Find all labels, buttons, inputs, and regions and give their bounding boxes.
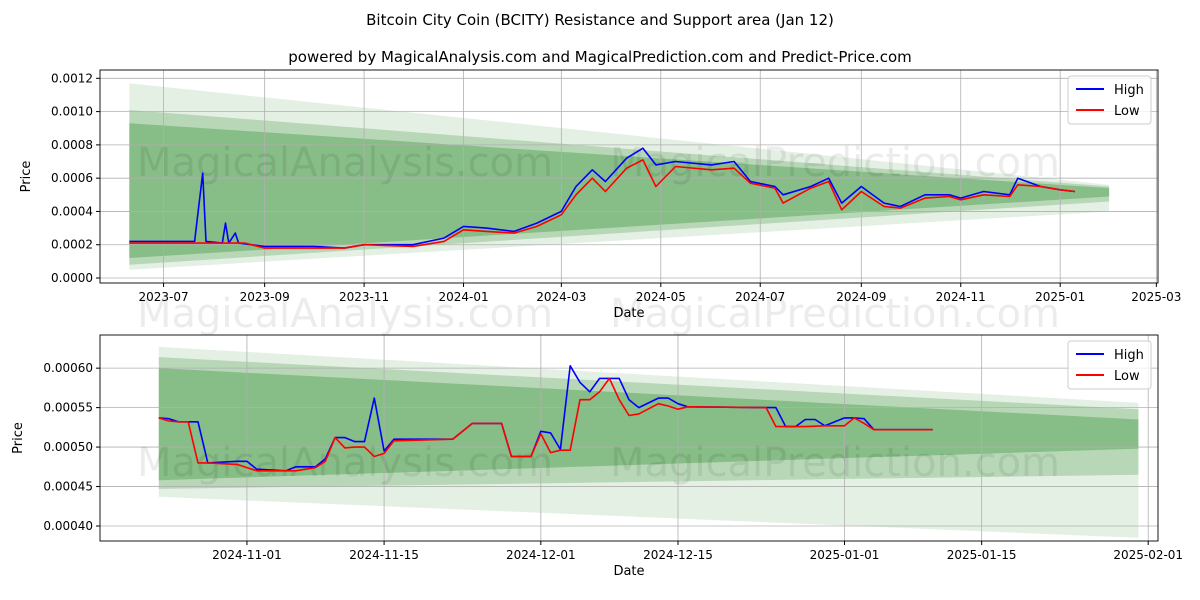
band-area-1 [158,357,1139,489]
x-tick-label: 2025-03 [1131,290,1181,304]
x-tick-label: 2025-01-15 [947,548,1017,562]
band-area-1 [129,109,1110,265]
x-tick-label: 2024-05 [636,290,686,304]
y-tick-label: 0.0010 [51,105,93,119]
y-tick-label: 0.00045 [43,480,93,494]
watermark: MagicalPrediction.com [610,140,1060,186]
y-tick-label: 0.00050 [43,440,93,454]
top-chart: MagicalAnalysis.com MagicalPrediction.com… [19,69,1181,337]
y-tick-label: 0.0004 [51,204,93,218]
series-line-low [129,159,1075,249]
x-axis-label: Date [613,564,644,579]
y-tick-label: 0.0012 [51,71,93,85]
x-axis-label: Date [613,306,644,321]
chart-title: Bitcoin City Coin (BCITY) Resistance and… [366,11,834,29]
watermark: MagicalPrediction.com [610,291,1060,337]
x-tick-label: 2024-03 [536,290,586,304]
series-line-high [129,147,1075,249]
legend-label-low: Low [1114,104,1140,119]
watermark: MagicalAnalysis.com [137,291,553,337]
x-tick-label: 2023-09 [240,290,290,304]
x-tick-label: 2024-01 [438,290,488,304]
legend-label-low: Low [1114,369,1140,384]
y-tick-label: 0.0002 [51,238,93,252]
axes-frame [99,334,1159,542]
watermark: MagicalPrediction.com [610,440,1060,486]
y-tick-label: 0.00040 [43,519,93,533]
band-area-2 [129,123,1110,259]
y-axis-label: Price [11,422,26,454]
y-tick-label: 0.00060 [43,361,93,375]
x-tick-label: 2024-11-01 [212,548,282,562]
x-tick-label: 2024-11-15 [349,548,419,562]
y-tick-label: 0.0006 [51,171,93,185]
x-tick-label: 2023-07 [139,290,189,304]
x-tick-label: 2024-09 [836,290,886,304]
watermark: MagicalAnalysis.com [137,140,553,186]
x-tick-label: 2025-01-01 [810,548,880,562]
band-area-0 [158,346,1139,538]
y-tick-label: 0.0000 [51,271,93,285]
x-tick-label: 2025-02-01 [1113,548,1183,562]
legend-label-high: High [1114,348,1144,363]
x-tick-label: 2023-11 [339,290,389,304]
x-tick-label: 2025-01 [1035,290,1085,304]
legend: High Low [1067,75,1152,125]
legend-label-high: High [1114,83,1144,98]
axes-frame [99,69,1159,284]
x-tick-label: 2024-11 [936,290,986,304]
series-line-low [158,377,933,472]
y-tick-label: 0.0008 [51,138,93,152]
band-area-2 [158,368,1139,481]
y-axis-label: Price [19,161,34,193]
legend: High Low [1067,340,1152,390]
x-tick-label: 2024-07 [735,290,785,304]
bottom-chart: MagicalAnalysis.com MagicalPrediction.com… [11,334,1183,579]
chart-subtitle: powered by MagicalAnalysis.com and Magic… [288,48,912,66]
x-tick-label: 2024-12-15 [643,548,713,562]
x-tick-label: 2024-12-01 [506,548,576,562]
y-tick-label: 0.00055 [43,401,93,415]
